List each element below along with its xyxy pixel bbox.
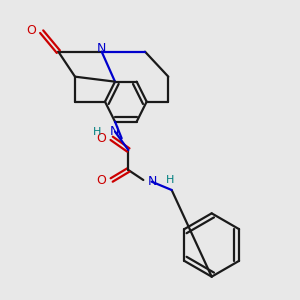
Text: H: H: [92, 127, 101, 137]
Text: N: N: [97, 43, 106, 56]
Text: O: O: [26, 23, 36, 37]
Text: H: H: [166, 175, 174, 185]
Text: N: N: [148, 175, 157, 188]
Text: N: N: [110, 125, 119, 138]
Text: O: O: [97, 132, 106, 145]
Text: O: O: [97, 173, 106, 187]
